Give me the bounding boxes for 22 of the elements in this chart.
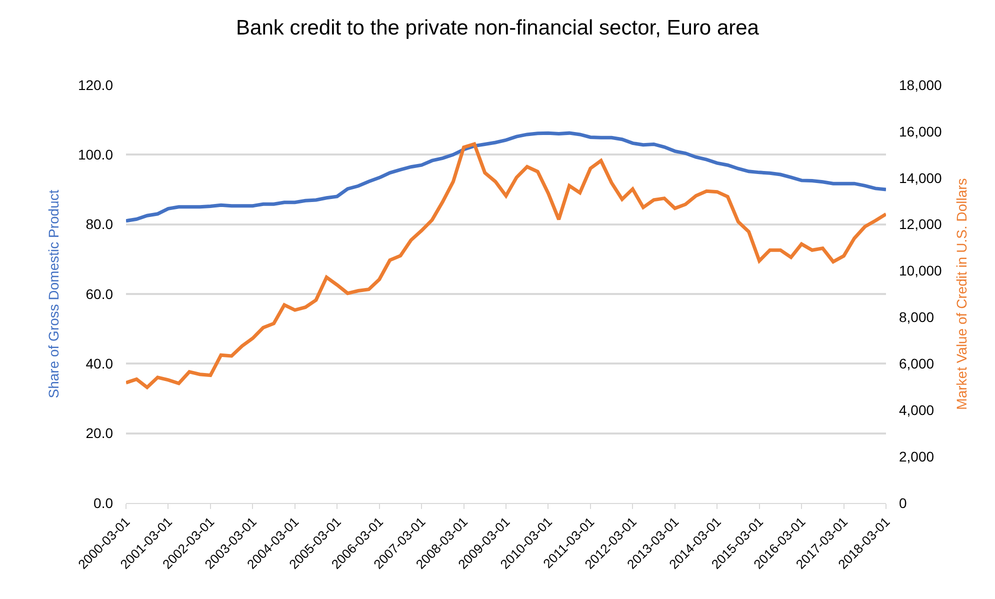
y-tick-label: 60.0	[86, 286, 114, 302]
y2-axis-title: Market Value of Credit in U.S. Dollars	[953, 178, 970, 410]
line-series	[126, 142, 886, 390]
y2-tick-label: 4,000	[899, 402, 934, 418]
y-tick-label: 100.0	[78, 146, 114, 163]
y2-tick-label: 2,000	[899, 448, 934, 464]
y2-tick-label: 18,000	[899, 76, 942, 93]
y2-tick-label: 8,000	[899, 309, 934, 326]
y2-tick-label: 0	[899, 494, 907, 511]
y-tick-label: 80.0	[86, 216, 114, 232]
y-tick-label: 20.0	[86, 425, 114, 442]
y2-tick-label: 12,000	[899, 216, 942, 232]
y2-tick-label: 10,000	[899, 262, 942, 279]
line-series	[126, 131, 886, 223]
y-tick-label: 120.0	[78, 76, 114, 93]
chart-title: Bank credit to the private non-financial sector, Euro area	[236, 16, 760, 40]
y2-tick-label: 14,000	[899, 170, 942, 186]
y-axis-title: Share of Gross Domestic Product	[46, 190, 62, 398]
y-tick-label: 0.0	[94, 494, 114, 511]
y-tick-label: 40.0	[86, 356, 114, 372]
y2-tick-label: 16,000	[899, 123, 942, 140]
y2-tick-label: 6,000	[899, 356, 934, 372]
